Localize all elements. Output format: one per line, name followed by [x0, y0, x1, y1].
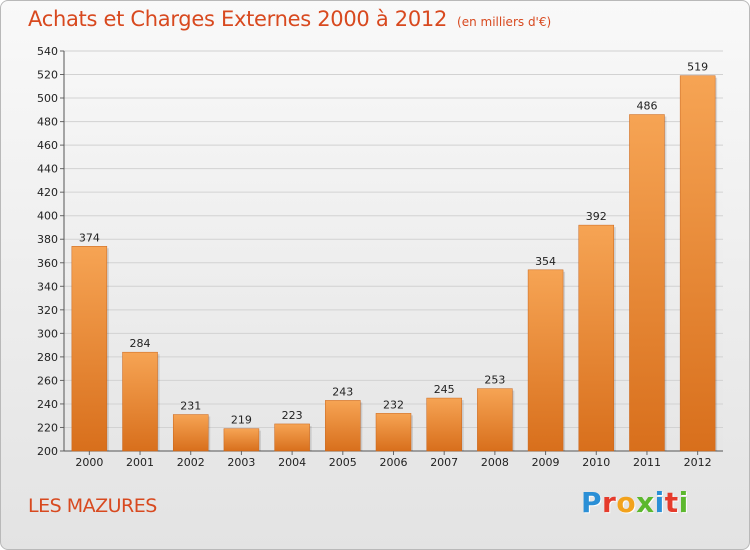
logo-letter: x	[636, 486, 655, 519]
bar-value-label: 519	[687, 61, 708, 74]
y-tick-label: 220	[37, 421, 58, 434]
bar	[527, 269, 564, 452]
y-tick-label: 340	[37, 280, 58, 293]
bar-value-label: 245	[434, 383, 455, 396]
bar-value-label: 354	[535, 255, 556, 268]
x-tick-label: 2004	[278, 456, 306, 469]
logo-letter: i	[654, 486, 665, 519]
bar	[223, 428, 260, 452]
y-tick-label: 500	[37, 92, 58, 105]
bar-value-label: 253	[484, 374, 505, 387]
bar	[679, 75, 716, 452]
logo-letter: r	[602, 486, 617, 519]
bar	[426, 397, 462, 452]
y-tick-label: 440	[37, 163, 58, 176]
bar	[375, 413, 412, 452]
bar	[325, 400, 361, 452]
y-tick-label: 400	[37, 210, 58, 223]
bar	[172, 414, 209, 452]
x-tick-label: 2005	[329, 456, 357, 469]
bar-value-label: 231	[180, 400, 201, 413]
x-tick-label: 2002	[177, 456, 205, 469]
y-tick-label: 200	[37, 445, 58, 458]
x-tick-label: 2000	[75, 456, 103, 469]
y-tick-label: 540	[37, 45, 58, 58]
bar-value-label: 374	[79, 231, 100, 244]
x-tick-label: 2012	[684, 456, 712, 469]
y-tick-label: 260	[37, 374, 58, 387]
chart-title-text: Achats et Charges Externes 2000 à 2012	[28, 7, 448, 31]
bar-value-label: 392	[586, 210, 607, 223]
logo-letter: o	[616, 486, 637, 519]
plot-area	[64, 51, 723, 451]
logo-letter: P	[581, 486, 603, 519]
x-tick-label: 2006	[380, 456, 408, 469]
x-tick-label: 2011	[633, 456, 661, 469]
bar	[629, 114, 665, 452]
y-tick-label: 240	[37, 398, 58, 411]
chart-title: Achats et Charges Externes 2000 à 2012 (e…	[28, 7, 551, 31]
bar-value-label: 243	[332, 385, 353, 398]
chart-unit: (en milliers d'€)	[457, 15, 552, 29]
y-tick-label: 280	[37, 351, 58, 364]
x-tick-label: 2007	[430, 456, 458, 469]
bar-value-label: 232	[383, 398, 404, 411]
x-tick-label: 2008	[481, 456, 509, 469]
commune-name: LES MAZURES	[28, 495, 157, 517]
y-tick-label: 320	[37, 304, 58, 317]
y-tick-label: 360	[37, 257, 58, 270]
proxiti-logo[interactable]: Proxiti	[581, 486, 689, 519]
bar-value-label: 219	[231, 414, 252, 427]
y-tick-label: 520	[37, 69, 58, 82]
bar	[274, 423, 310, 452]
bar-value-label: 284	[130, 337, 151, 350]
y-tick-label: 380	[37, 233, 58, 246]
bar	[122, 351, 158, 452]
bar-value-label: 223	[282, 409, 303, 422]
x-tick-label: 2010	[582, 456, 610, 469]
bar	[477, 388, 513, 452]
logo-letter: t	[664, 486, 679, 519]
y-tick-label: 420	[37, 186, 58, 199]
x-tick-label: 2001	[126, 456, 154, 469]
bar	[71, 246, 108, 452]
x-tick-label: 2003	[227, 456, 255, 469]
x-tick-label: 2009	[532, 456, 560, 469]
bar	[578, 224, 615, 452]
y-tick-label: 300	[37, 327, 58, 340]
y-tick-label: 460	[37, 139, 58, 152]
y-tick-label: 480	[37, 116, 58, 129]
logo-letter: i	[678, 486, 689, 519]
bar-value-label: 486	[636, 100, 657, 113]
